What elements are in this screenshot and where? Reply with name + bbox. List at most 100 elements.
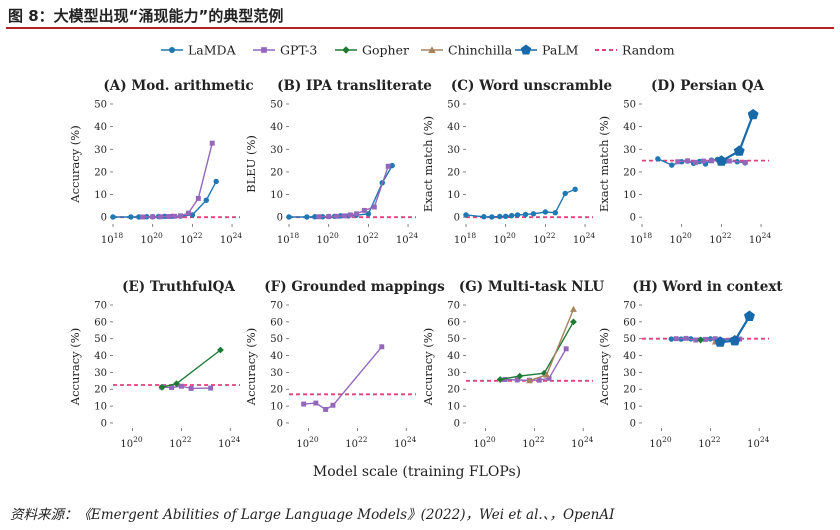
panel-b-point-gpt-3 xyxy=(348,212,353,218)
legend-marker-gpt-3 xyxy=(261,47,267,53)
legend-entry-gopher: Gopher xyxy=(335,43,409,58)
legend-label-lamda: LaMDA xyxy=(188,43,237,58)
panel-d-xtick-label: 1024 xyxy=(749,231,772,246)
panel-a-series-gpt-3 xyxy=(140,140,215,220)
panel-f-xtick-label: 1022 xyxy=(345,435,368,450)
panel-a-ytick-label: 10 xyxy=(94,190,107,201)
title-rule xyxy=(6,27,834,29)
panel-e-ytick-label: 20 xyxy=(94,385,107,396)
panel-a-ytick-label: 0 xyxy=(101,213,107,224)
panel-b-ytick-label: 50 xyxy=(270,100,283,111)
panel-f-point-gpt-3 xyxy=(313,400,319,406)
panel-h-point-gpt-3 xyxy=(683,335,689,341)
panel-g-point-gpt-3 xyxy=(502,376,508,382)
panel-e-point-gopher xyxy=(217,346,224,354)
panel-e-point-gopher xyxy=(158,383,166,391)
panel-e-series-gopher xyxy=(158,346,224,391)
panel-a-ylabel: Accuracy (%) xyxy=(68,125,82,203)
panel-d-ytick-label: 20 xyxy=(623,167,636,178)
panel-d-point-gpt-3 xyxy=(708,158,714,164)
panel-e-point-gpt-3 xyxy=(208,385,214,391)
panel-g-point-gpt-3 xyxy=(563,346,569,352)
panel-e-ytick-label: 0 xyxy=(101,418,107,429)
panel-c-ylabel: Exact match (%) xyxy=(421,116,435,212)
panel-f-ytick-label: 20 xyxy=(270,385,283,396)
panel-a-point-gpt-3 xyxy=(177,213,183,219)
panel-d-series-palm xyxy=(715,108,759,166)
panel-b-point-gpt-3 xyxy=(371,204,377,210)
panel-f-xtick-label: 1024 xyxy=(394,435,417,450)
panel-e-line-gpt-3 xyxy=(161,385,211,390)
panel-h-point-gopher xyxy=(697,336,705,344)
panel-g-ytick-label: 20 xyxy=(447,385,460,396)
panel-d-title: (D) Persian QA xyxy=(651,78,764,94)
panel-h-ylabel: Accuracy (%) xyxy=(597,328,611,406)
panel-f-ytick-label: 60 xyxy=(270,317,283,328)
panel-d-point-palm xyxy=(747,108,759,120)
panel-a-point-lamda xyxy=(203,197,209,203)
panel-e-ytick-label: 10 xyxy=(94,402,107,413)
panel-h-point-gpt-3 xyxy=(693,337,699,343)
panel-e-ytick-label: 50 xyxy=(94,334,107,345)
panel-a-xtick-label: 1018 xyxy=(101,231,124,246)
legend-label-chinchilla: Chinchilla xyxy=(448,43,513,58)
panel-e-ytick-label: 70 xyxy=(94,301,107,312)
panel-d-xtick-label: 1020 xyxy=(670,231,693,246)
panel-b-point-lamda xyxy=(286,214,292,220)
panel-b-point-gpt-3 xyxy=(334,213,340,219)
panel-c-point-lamda xyxy=(463,212,469,218)
panel-c-title: (C) Word unscramble xyxy=(451,78,612,94)
panel-g-line-gpt-3 xyxy=(505,348,567,382)
panel-f-xtick-label: 1020 xyxy=(296,435,319,450)
figure-title: 图 8：大模型出现“涌现能力”的典型范例 xyxy=(8,7,284,25)
panel-b-point-lamda xyxy=(312,214,318,220)
panel-c-xtick-label: 1018 xyxy=(454,231,477,246)
panel-a-point-gpt-3 xyxy=(140,214,146,220)
panel-h-series-palm xyxy=(714,310,755,347)
panel-h-point-palm xyxy=(729,334,741,346)
panel-h-ytick-label: 20 xyxy=(623,385,636,396)
panel-b-ylabel: BLEU (%) xyxy=(244,135,258,193)
legend-label-gopher: Gopher xyxy=(362,43,409,58)
panel-b-ytick-label: 0 xyxy=(277,213,283,224)
panel-g-ytick-label: 10 xyxy=(447,402,460,413)
panel-a-point-gpt-3 xyxy=(195,195,201,201)
panel-c-point-lamda xyxy=(542,209,549,215)
panel-f-point-gpt-3 xyxy=(330,402,336,408)
panel-c-ytick-label: 0 xyxy=(454,213,460,224)
panel-a-point-gpt-3 xyxy=(158,214,164,220)
legend-entry-palm: PaLM xyxy=(515,43,579,58)
panel-c-point-lamda xyxy=(489,214,495,220)
panel-c-ytick-label: 40 xyxy=(447,122,460,133)
panel-b-point-gpt-3 xyxy=(385,163,391,169)
panel-g-ytick-label: 60 xyxy=(447,317,460,328)
panel-d-point-gpt-3 xyxy=(701,158,706,164)
panel-g-point-gopher xyxy=(496,376,504,383)
panel-c-ytick-label: 50 xyxy=(447,100,460,111)
panel-h-ytick-label: 40 xyxy=(623,351,636,362)
panel-g-series-chinchilla xyxy=(526,305,577,384)
panel-b-title: (B) IPA transliterate xyxy=(277,78,432,94)
panel-b-ytick-label: 20 xyxy=(270,167,283,178)
panel-h-ytick-label: 30 xyxy=(623,368,636,379)
panel-d-ytick-label: 30 xyxy=(623,145,636,156)
panel-g-ytick-label: 30 xyxy=(447,368,460,379)
panel-f-point-gpt-3 xyxy=(301,401,307,407)
legend-label-palm: PaLM xyxy=(542,43,579,58)
panel-b-xtick-label: 1024 xyxy=(396,231,419,246)
panel-b-ytick-label: 10 xyxy=(270,190,283,201)
panel-a-point-gpt-3 xyxy=(150,214,156,220)
panel-d-point-gpt-3 xyxy=(742,159,748,165)
panel-b-point-gpt-3 xyxy=(326,214,332,220)
panel-d-point-gpt-3 xyxy=(685,158,691,164)
panel-g-point-gpt-3 xyxy=(546,375,552,381)
panel-b-point-lamda xyxy=(304,214,310,220)
panel-h-xtick-label: 1020 xyxy=(649,435,672,450)
panel-a-series-lamda xyxy=(110,178,219,220)
panel-e-point-gpt-3 xyxy=(178,383,184,389)
panel-f: (F) Grounded mappings0102030405060701020… xyxy=(244,279,445,450)
